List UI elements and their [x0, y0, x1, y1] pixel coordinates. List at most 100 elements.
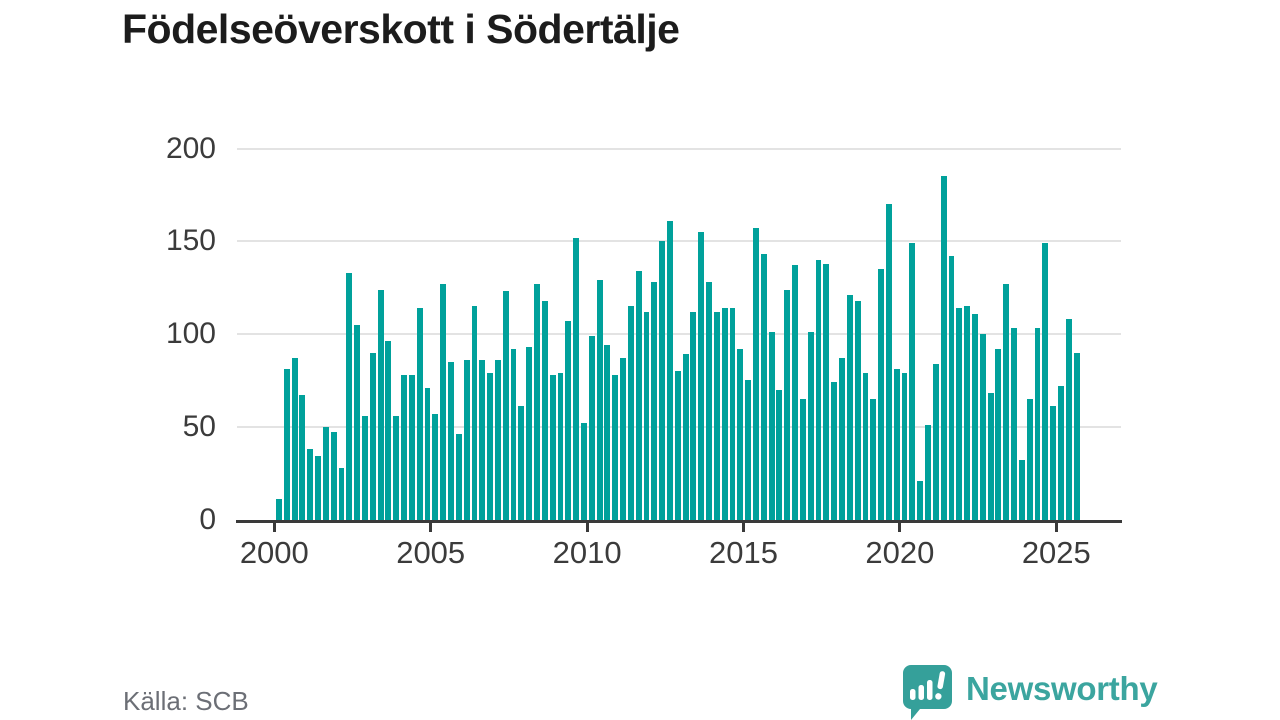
bar-2010-q1 — [588, 335, 595, 522]
bar-2023-q2 — [1003, 283, 1010, 522]
bar-2023-q3 — [1011, 328, 1017, 522]
bar-2014-q4 — [737, 348, 744, 522]
x-tick-mark-2025 — [1054, 522, 1058, 532]
bar-2017-q1 — [807, 332, 814, 522]
bar-2006-q1 — [463, 360, 470, 522]
bar-2019-q2 — [878, 269, 885, 522]
bar-2017-q3 — [823, 263, 830, 522]
bar-2015-q3 — [760, 254, 767, 522]
bar-2015-q1 — [745, 380, 752, 522]
bar-2006-q3 — [479, 360, 486, 522]
bar-2013-q3 — [698, 232, 705, 522]
bar-2009-q4 — [580, 423, 587, 522]
bar-2005-q4 — [455, 434, 462, 522]
bar-2005-q1 — [432, 413, 439, 522]
bar-2022-q2 — [971, 313, 978, 522]
bar-2025-q3 — [1073, 352, 1080, 522]
bar-2024-q3 — [1042, 243, 1049, 522]
bar-2021-q2 — [940, 176, 947, 522]
bar-2011-q4 — [643, 311, 650, 522]
bar-2006-q2 — [471, 306, 478, 522]
bar-2021-q3 — [948, 256, 955, 522]
gridline-100 — [237, 333, 1121, 336]
bar-2020-q3 — [917, 480, 924, 522]
bar-2020-q1 — [901, 372, 908, 522]
bar-2010-q3 — [604, 345, 611, 522]
bar-2007-q2 — [502, 291, 509, 522]
bar-2022-q1 — [964, 306, 971, 522]
bar-2009-q2 — [565, 321, 572, 522]
x-tick-label-2010: 2010 — [552, 535, 622, 570]
bar-2011-q2 — [627, 306, 634, 522]
bar-2018-q2 — [846, 295, 853, 522]
bar-2014-q2 — [721, 308, 728, 522]
bar-2007-q1 — [494, 360, 501, 522]
bar-2003-q1 — [369, 352, 376, 522]
bar-2002-q4 — [362, 415, 368, 522]
bar-2021-q1 — [932, 363, 939, 522]
bar-2023-q1 — [995, 348, 1002, 522]
x-tick-label-2015: 2015 — [709, 535, 778, 570]
x-tick-mark-2020 — [898, 522, 902, 532]
chart-title: Födelseöverskott i Södertälje — [122, 6, 680, 52]
y-tick-label-0: 0 — [199, 502, 216, 536]
bar-2004-q2 — [408, 374, 415, 522]
bar-2006-q4 — [487, 372, 494, 522]
bar-2018-q3 — [854, 300, 861, 522]
bar-2001-q3 — [322, 426, 329, 522]
x-tick-label-2025: 2025 — [1021, 535, 1091, 570]
x-axis-line — [236, 519, 1122, 523]
y-tick-label-100: 100 — [165, 317, 216, 351]
bar-2017-q2 — [815, 259, 822, 522]
bar-2016-q2 — [784, 289, 791, 522]
bar-2024-q1 — [1026, 398, 1033, 522]
brand-footer: Newsworthy — [898, 662, 1158, 720]
bar-2022-q4 — [987, 393, 994, 522]
bar-2000-q3 — [291, 358, 298, 522]
bar-2008-q3 — [541, 300, 548, 522]
bar-2003-q4 — [393, 415, 400, 522]
bar-2005-q2 — [440, 283, 447, 522]
bar-2004-q4 — [424, 387, 431, 522]
bar-2010-q2 — [596, 280, 603, 522]
bar-2024-q2 — [1034, 328, 1041, 522]
bar-2018-q4 — [862, 372, 869, 522]
y-tick-label-50: 50 — [182, 409, 216, 443]
bar-2021-q4 — [956, 308, 963, 522]
bar-2004-q3 — [416, 308, 423, 522]
bar-2000-q4 — [299, 395, 306, 522]
bar-2017-q4 — [831, 382, 838, 522]
bar-2025-q1 — [1058, 385, 1064, 522]
brand-name: Newsworthy — [966, 670, 1158, 707]
bar-2001-q2 — [315, 456, 321, 522]
x-tick-mark-2010 — [585, 522, 589, 532]
bar-2016-q1 — [776, 389, 783, 522]
x-tick-label-2000: 2000 — [239, 535, 309, 570]
bar-2012-q4 — [674, 371, 681, 522]
bar-2001-q4 — [330, 432, 337, 522]
bar-2016-q3 — [792, 265, 798, 522]
bar-2023-q4 — [1018, 460, 1025, 522]
y-tick-label-200: 200 — [165, 131, 216, 165]
x-tick-mark-2005 — [429, 522, 433, 532]
bar-2014-q1 — [713, 311, 720, 522]
bar-2022-q3 — [979, 334, 986, 522]
bar-2000-q2 — [283, 369, 290, 522]
bar-2008-q4 — [549, 374, 556, 522]
bar-2025-q2 — [1065, 319, 1072, 522]
bar-2007-q4 — [518, 406, 525, 522]
bar-2013-q2 — [690, 311, 697, 522]
bar-2018-q1 — [839, 358, 845, 522]
y-tick-label-150: 150 — [165, 224, 216, 258]
bar-2007-q3 — [510, 348, 517, 522]
bar-2024-q4 — [1050, 406, 1057, 522]
bar-2012-q3 — [667, 220, 673, 522]
bar-2019-q4 — [893, 369, 900, 522]
bar-2014-q3 — [729, 308, 736, 522]
source-note: Källa: SCB — [123, 686, 249, 716]
bar-2000-q1 — [276, 499, 282, 522]
bar-2004-q1 — [401, 374, 407, 522]
bar-2002-q1 — [338, 467, 345, 522]
bar-2013-q4 — [706, 282, 712, 522]
bar-2020-q4 — [925, 424, 931, 522]
